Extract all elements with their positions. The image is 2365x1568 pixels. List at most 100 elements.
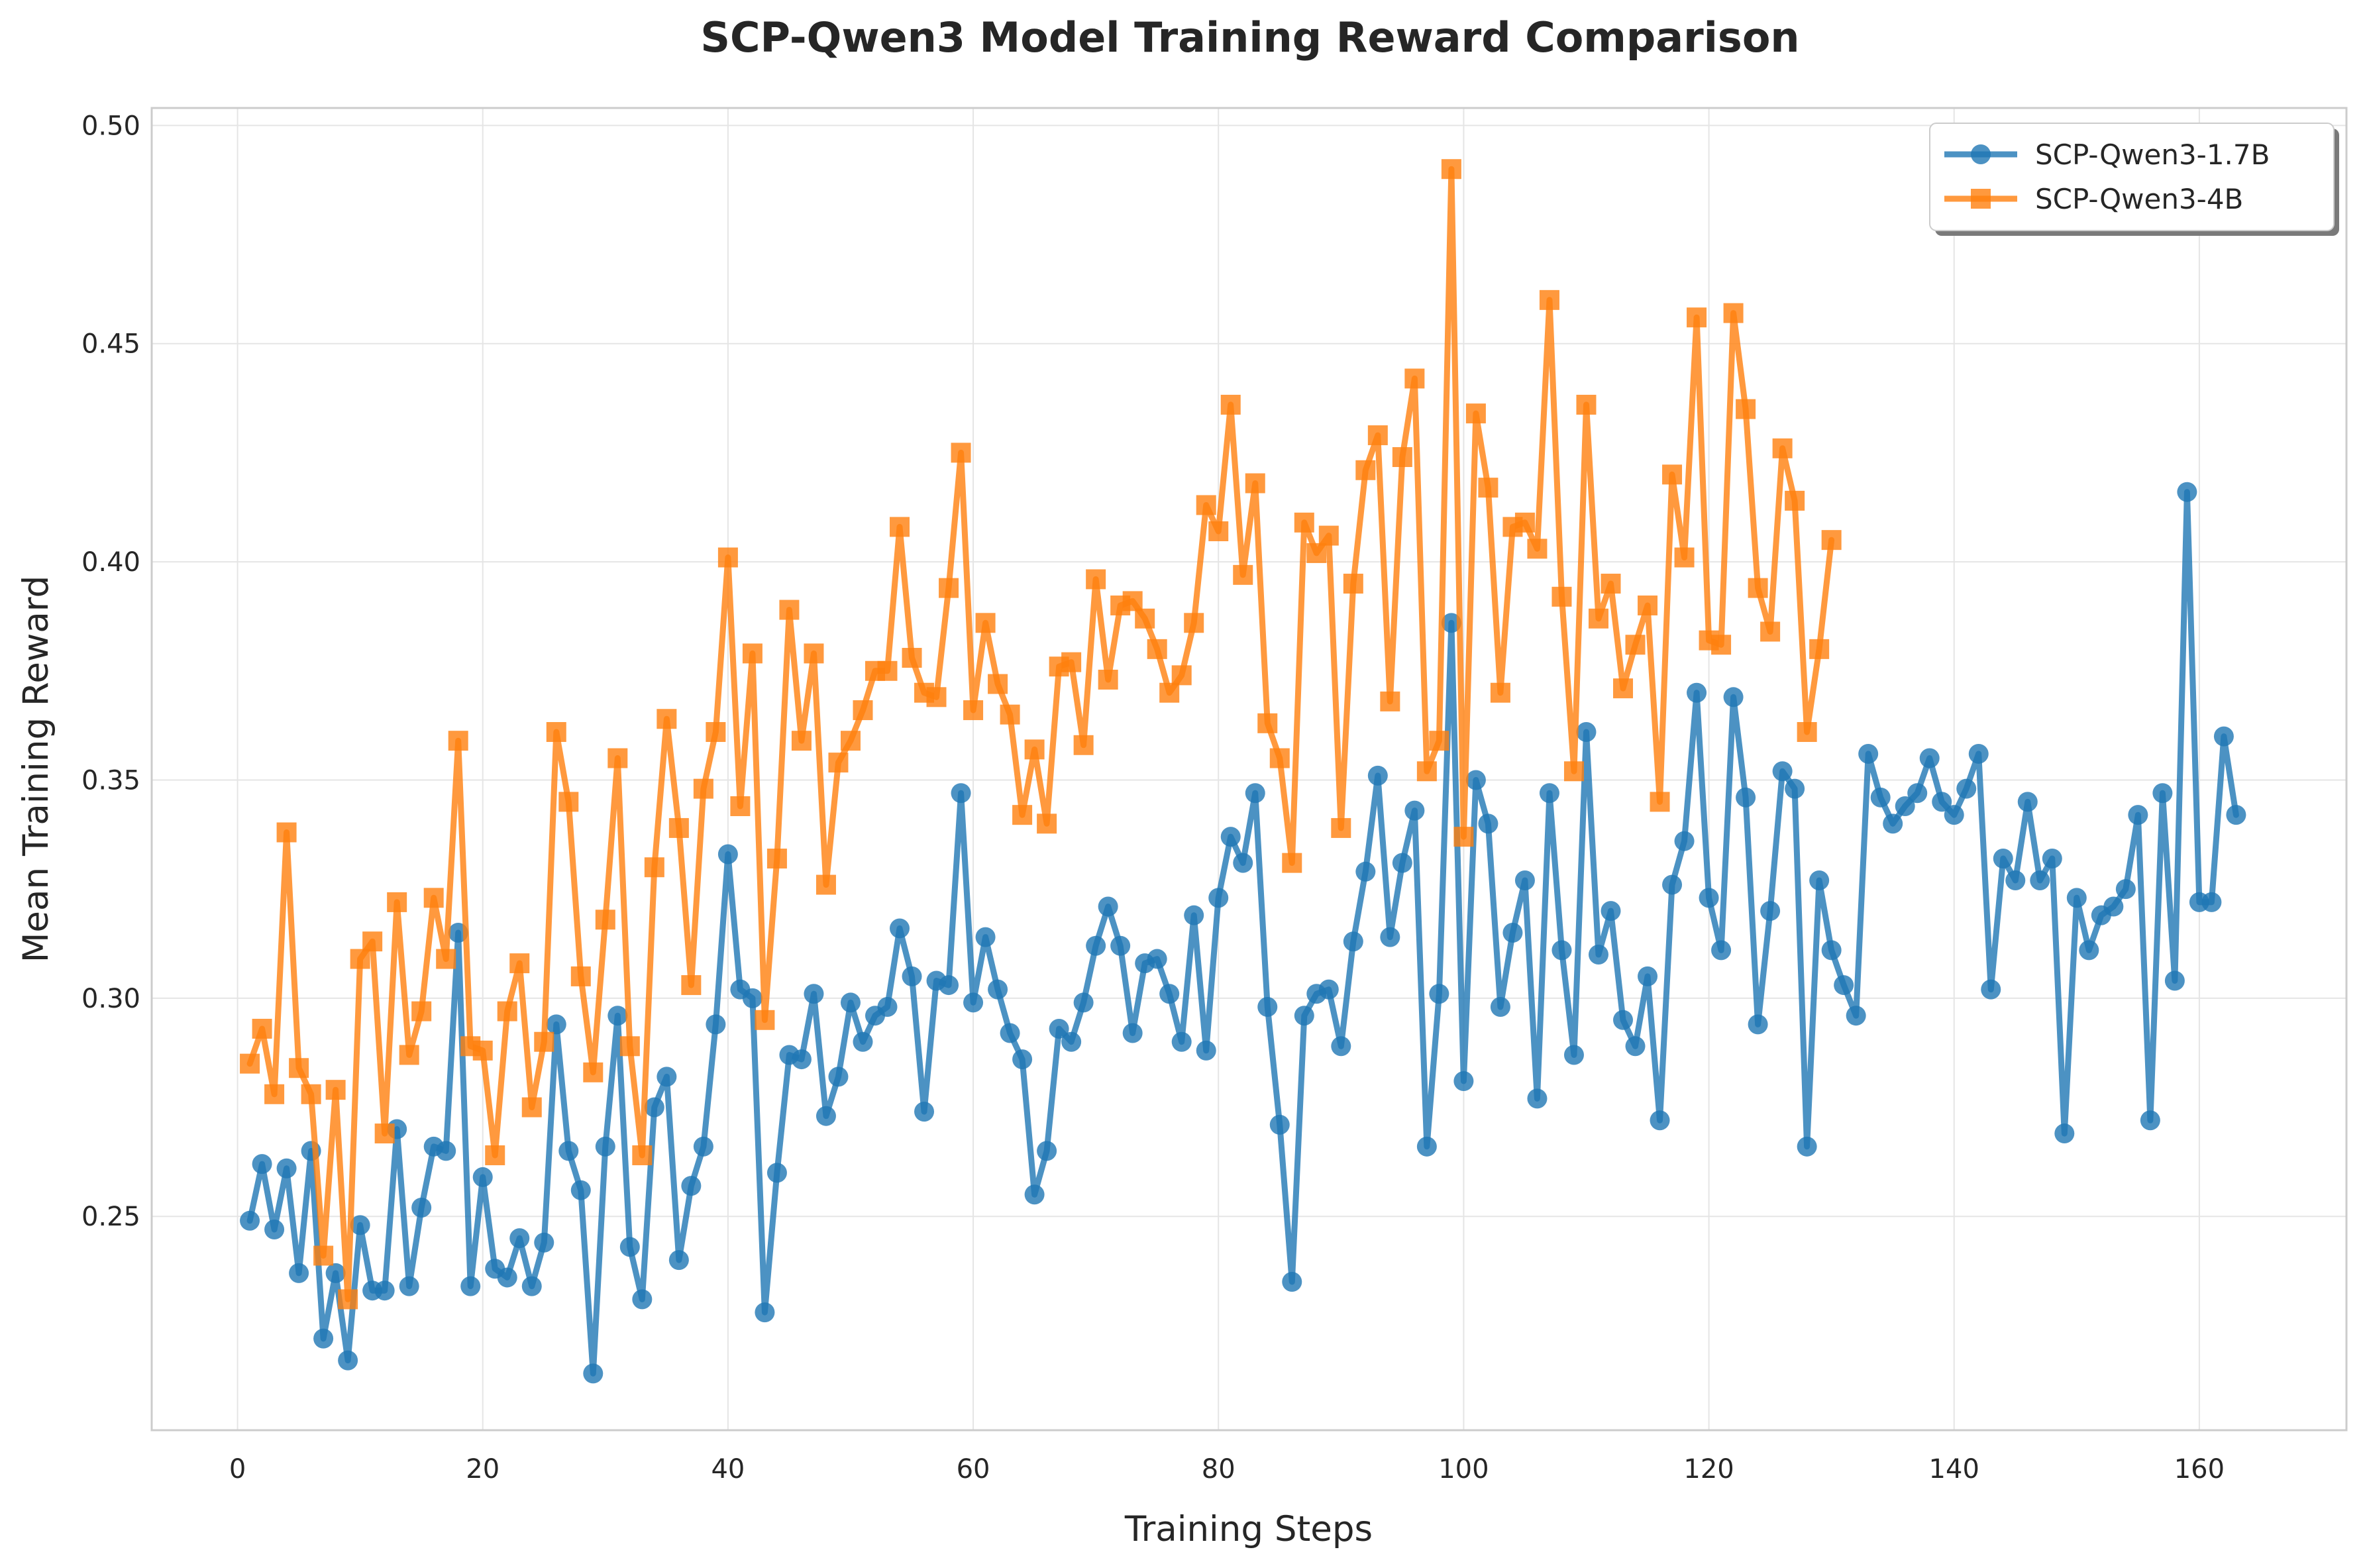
data-point (668, 817, 689, 838)
data-point (1073, 735, 1094, 755)
data-point (1760, 621, 1781, 642)
data-point (546, 1014, 566, 1035)
data-point (399, 1276, 419, 1296)
data-point (988, 979, 1008, 1000)
data-point (632, 1145, 653, 1165)
data-point (497, 1267, 517, 1288)
data-point (755, 1010, 775, 1030)
x-tick-label: 80 (1202, 1454, 1235, 1485)
data-point (1736, 399, 1756, 419)
data-point (1956, 778, 1977, 799)
data-point (399, 1045, 419, 1065)
data-point (264, 1219, 285, 1239)
data-point (240, 1053, 260, 1074)
data-point (1453, 1071, 1474, 1092)
y-tick-label: 0.45 (81, 329, 140, 360)
legend-label-blue: SCP-Qwen3-1.7B (2035, 138, 2270, 171)
series-orange (240, 159, 1842, 1310)
data-point (1527, 539, 1548, 559)
data-point (1184, 613, 1204, 633)
data-point (632, 1289, 653, 1310)
data-point (1061, 1031, 1082, 1052)
data-point (963, 992, 984, 1013)
data-point (902, 966, 922, 986)
data-point (717, 547, 738, 568)
legend-label-orange: SCP-Qwen3-4B (2035, 183, 2243, 215)
x-tick-label: 20 (466, 1454, 499, 1485)
data-point (877, 997, 898, 1018)
data-point (1318, 525, 1339, 546)
data-point (1772, 761, 1793, 782)
data-point (791, 1049, 812, 1070)
data-point (2054, 1124, 2075, 1144)
data-point (1944, 805, 1964, 825)
data-point (1662, 464, 1683, 485)
data-point (1282, 1272, 1302, 1292)
data-point (1343, 574, 1363, 594)
data-point (1429, 731, 1449, 751)
data-point (1233, 564, 1253, 585)
data-point (766, 849, 787, 869)
data-point (2042, 849, 2062, 869)
data-point (1257, 713, 1278, 733)
data-point (570, 966, 591, 986)
data-point (509, 1228, 530, 1249)
data-point (1748, 1014, 1768, 1035)
data-point (828, 1067, 849, 1087)
data-point (730, 796, 751, 816)
data-point (1539, 783, 1559, 804)
data-point (301, 1084, 321, 1104)
data-point (2128, 805, 2148, 825)
data-point (657, 709, 677, 729)
data-point (840, 731, 861, 751)
data-point (1318, 979, 1339, 1000)
data-point (1122, 1023, 1143, 1043)
data-point (1576, 722, 1597, 743)
data-point (350, 949, 370, 969)
data-point (1429, 984, 1449, 1004)
data-point (1416, 1136, 1437, 1157)
data-point (681, 1176, 702, 1196)
data-point (1723, 303, 1744, 323)
data-point (264, 1084, 285, 1104)
data-point (276, 1158, 297, 1178)
data-point (1785, 490, 1805, 511)
data-point (1392, 446, 1412, 467)
data-point (1563, 1045, 1584, 1065)
data-point (595, 1136, 615, 1157)
data-point (1037, 813, 1057, 834)
x-tick-label: 120 (1683, 1454, 1734, 1485)
data-point (1858, 743, 1879, 764)
x-tick-label: 100 (1438, 1454, 1489, 1485)
data-point (2017, 792, 2038, 812)
data-point (914, 1102, 935, 1122)
data-point (1404, 368, 1425, 389)
data-point (815, 1106, 836, 1126)
data-point (1674, 547, 1695, 568)
data-point (387, 892, 407, 912)
data-point (2066, 888, 2087, 908)
data-point (681, 975, 702, 996)
data-point (1269, 1114, 1290, 1135)
data-point (1233, 853, 1253, 873)
data-point (2152, 783, 2173, 804)
data-point (1821, 940, 1842, 961)
legend-marker-orange (1971, 189, 1991, 209)
data-point (1809, 870, 1830, 890)
data-point (1883, 813, 1903, 834)
x-tick-label: 140 (1929, 1454, 1979, 1485)
data-point (472, 1040, 493, 1061)
data-point (2079, 940, 2099, 961)
y-tick-label: 0.35 (81, 765, 140, 796)
data-point (1294, 512, 1314, 533)
data-point (1613, 678, 1634, 699)
data-point (1650, 1110, 1670, 1131)
data-point (1821, 530, 1842, 550)
data-point (460, 1276, 481, 1296)
data-point (939, 578, 959, 598)
data-point (1208, 521, 1229, 541)
data-point (1687, 307, 1707, 328)
data-point (1245, 473, 1265, 494)
data-point (1625, 635, 1646, 655)
